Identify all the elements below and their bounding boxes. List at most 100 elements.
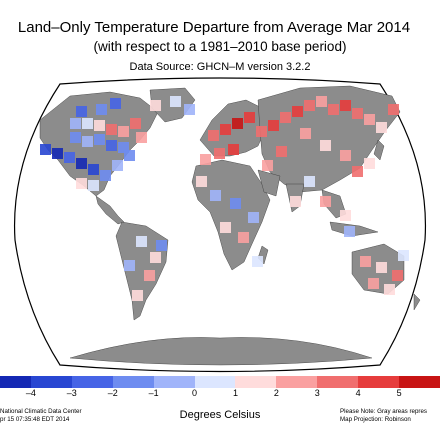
anomaly-cell	[184, 104, 195, 115]
footer-left-line1: National Climatic Data Center	[0, 408, 82, 415]
anomaly-cell	[320, 196, 331, 207]
anomaly-cell	[156, 240, 167, 251]
anomaly-cell	[130, 118, 141, 129]
footer-left: National Climatic Data Center pr 15 07:3…	[0, 408, 82, 424]
footer-right: Please Note: Gray areas repres Map Proje…	[340, 408, 427, 424]
colorbar-segment	[71, 376, 114, 388]
anomaly-cell	[304, 100, 315, 111]
anomaly-cell	[352, 166, 363, 177]
anomaly-cell	[244, 112, 255, 123]
anomaly-cell	[238, 232, 249, 243]
anomaly-cell	[262, 160, 273, 171]
anomaly-cell	[150, 100, 161, 111]
anomaly-cell	[124, 260, 135, 271]
footer-right-line2: Map Projection: Robinson	[340, 416, 411, 423]
anomaly-cell	[276, 146, 287, 157]
anomaly-cell	[316, 96, 327, 107]
anomaly-cell	[70, 132, 81, 143]
anomaly-cell	[118, 126, 129, 137]
anomaly-cell	[136, 236, 147, 247]
anomaly-cell	[268, 120, 279, 131]
colorbar-units: Degrees Celsius	[179, 409, 261, 421]
landmass-central-america	[95, 195, 125, 225]
landmass-africa	[191, 159, 271, 271]
anomaly-cell	[352, 108, 363, 119]
anomaly-cell	[76, 158, 87, 169]
colorbar-tick-label: 5	[396, 388, 402, 398]
anomaly-cell	[110, 98, 121, 109]
anomaly-cell	[96, 104, 107, 115]
colorbar-tick-label: 4	[355, 388, 361, 398]
colorbar-segment	[0, 376, 32, 388]
anomaly-cell	[100, 170, 111, 181]
anomaly-cell	[220, 222, 231, 233]
colorbar-tick-label: –4	[25, 388, 36, 398]
colorbar-tick-label: –3	[66, 388, 77, 398]
anomaly-cells	[40, 96, 409, 301]
anomaly-cell	[232, 118, 243, 129]
anomaly-cell	[112, 160, 123, 171]
colorbar-tick-label: 2	[273, 388, 279, 398]
anomaly-cell	[82, 118, 93, 129]
anomaly-cell	[360, 256, 371, 267]
footer-right-line1: Please Note: Gray areas repres	[340, 408, 428, 415]
anomaly-cell	[88, 164, 99, 175]
anomaly-cell	[368, 278, 379, 289]
anomaly-cell	[170, 96, 181, 107]
footer-left-line2: pr 15 07:35:48 EDT 2014	[0, 416, 70, 423]
anomaly-cell	[64, 152, 75, 163]
landmass-antarctica	[69, 337, 373, 366]
anomaly-cell	[364, 114, 375, 125]
colorbar-segment	[358, 376, 400, 388]
anomaly-cell	[76, 106, 87, 117]
anomaly-cell	[210, 190, 221, 201]
colorbar-segment	[30, 376, 73, 388]
anomaly-cell	[82, 136, 93, 147]
anomaly-cell	[280, 112, 291, 123]
anomaly-cell	[214, 148, 225, 159]
colorbar	[0, 376, 440, 388]
anomaly-cell	[40, 144, 51, 155]
landmass-south-america	[115, 221, 169, 321]
anomaly-cell	[398, 250, 409, 261]
anomaly-cell	[144, 270, 155, 281]
anomaly-cell	[76, 178, 87, 189]
landmass-new-zealand	[413, 293, 421, 311]
colorbar-segment	[317, 376, 359, 388]
anomaly-cell	[88, 180, 99, 191]
anomaly-cell	[70, 118, 81, 129]
anomaly-cell	[256, 126, 267, 137]
colorbar-segment	[194, 376, 236, 388]
colorbar-tick-label: 0	[192, 388, 198, 398]
colorbar-segment	[112, 376, 155, 388]
data-source: Data Source: GHCN–M version 3.2.2	[129, 61, 311, 73]
colorbar-segment	[235, 376, 277, 388]
anomaly-cell	[248, 212, 259, 223]
colorbar-tick-label: 1	[232, 388, 238, 398]
colorbar-tick-label: –1	[148, 388, 159, 398]
anomaly-cell	[106, 124, 117, 135]
anomaly-cell	[52, 148, 63, 159]
colorbar-segment	[153, 376, 196, 388]
anomaly-cell	[376, 122, 387, 133]
colorbar-tick-label: –2	[107, 388, 118, 398]
anomaly-cell	[340, 100, 351, 111]
anomaly-cell	[340, 150, 351, 161]
anomaly-cell	[200, 154, 211, 165]
anomaly-cell	[124, 150, 135, 161]
anomaly-cell	[300, 128, 311, 139]
anomaly-cell	[364, 158, 375, 169]
anomaly-cell	[136, 132, 147, 143]
anomaly-cell	[340, 210, 351, 221]
anomaly-cell	[376, 262, 387, 273]
anomaly-cell	[304, 176, 315, 187]
anomaly-cell	[292, 106, 303, 117]
anomaly-cell	[132, 290, 143, 301]
anomaly-cell	[230, 198, 241, 209]
anomaly-cell	[328, 104, 339, 115]
anomaly-cell	[392, 270, 403, 281]
map-subtitle: (with respect to a 1981–2010 base period…	[93, 39, 347, 54]
anomaly-cell	[388, 104, 399, 115]
anomaly-cell	[94, 120, 105, 131]
